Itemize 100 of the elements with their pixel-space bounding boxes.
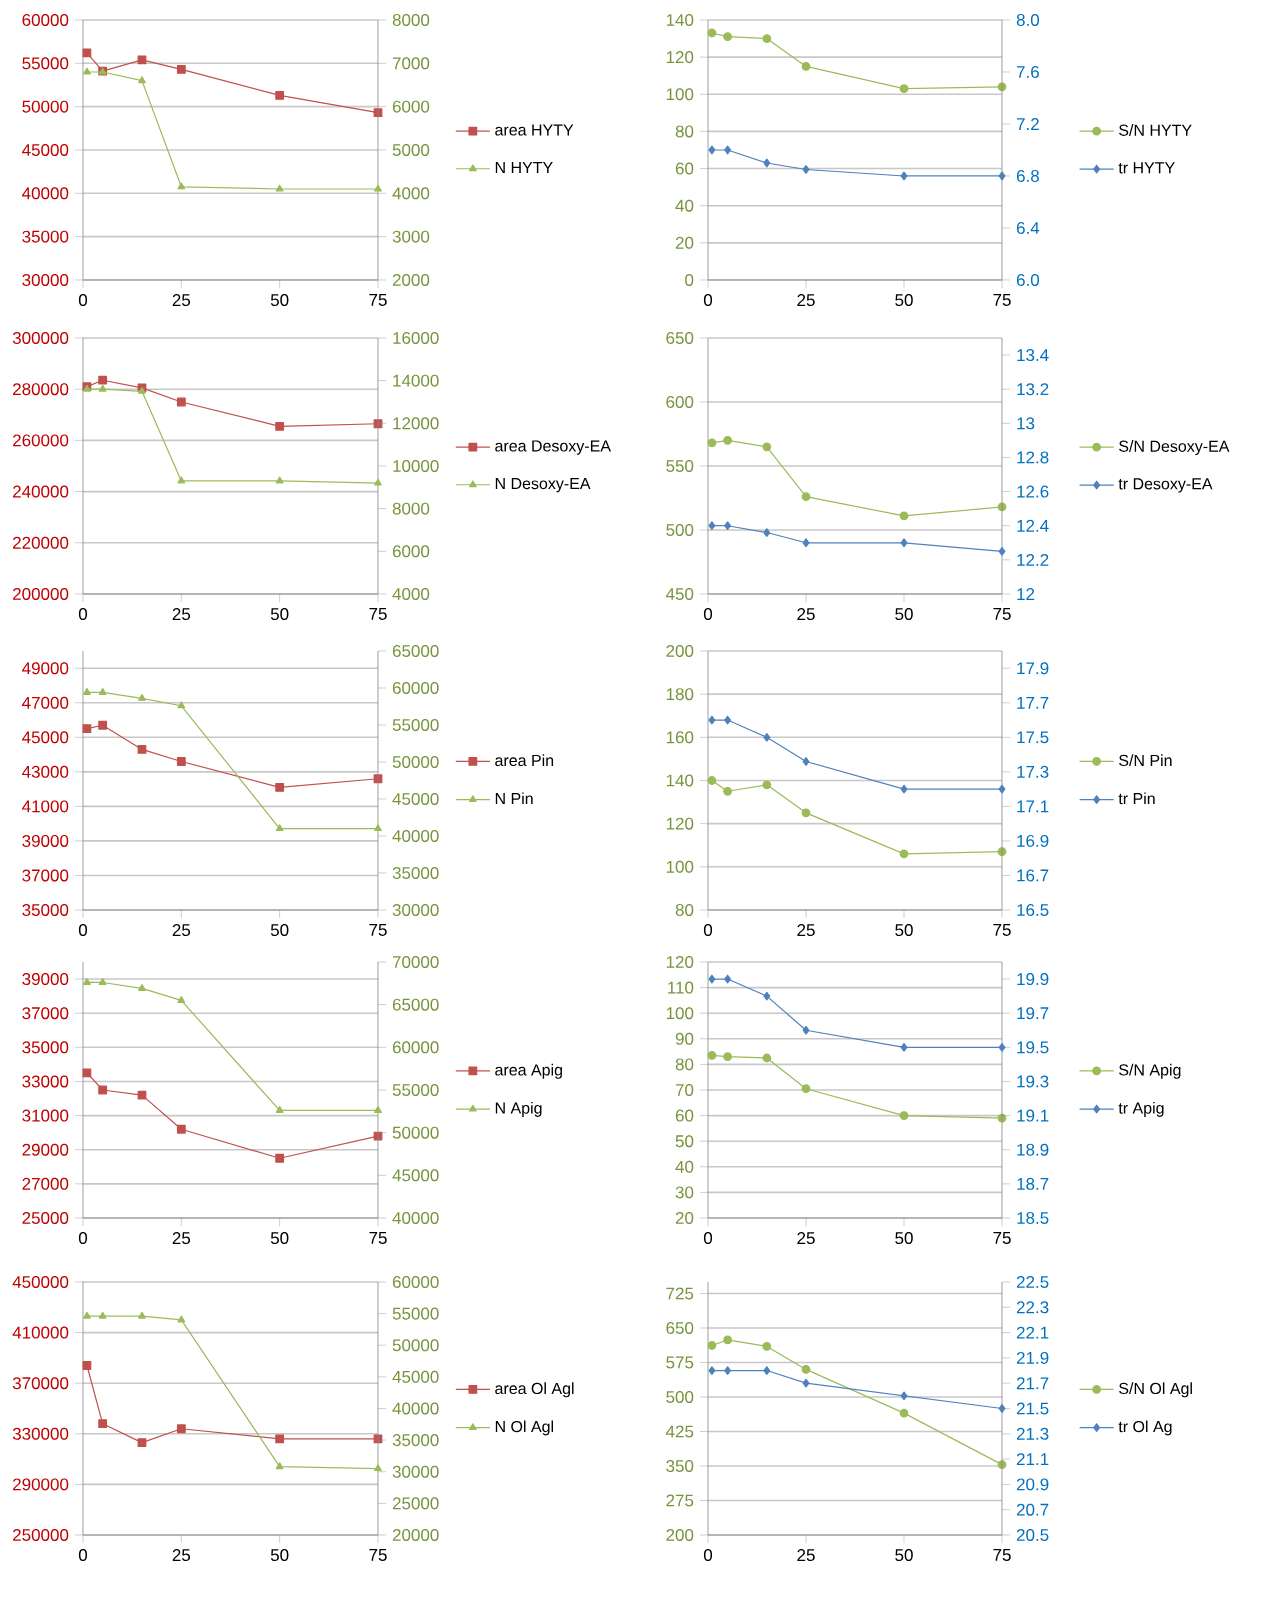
- y2-tick-label: 22.3: [1016, 1301, 1049, 1314]
- y-tick-label: 45000: [22, 731, 69, 744]
- y2-tick-label: 18.5: [1017, 1211, 1049, 1224]
- x-tick-label: 0: [78, 924, 88, 937]
- y2-tick-label: 12.4: [1017, 519, 1049, 532]
- y-tick-label: 80: [675, 903, 694, 916]
- y-tick-label: 300000: [12, 331, 69, 344]
- x-tick-label: 0: [703, 924, 713, 937]
- y-tick-label: 200000: [13, 587, 69, 600]
- y2-tick-label: 20000: [392, 1528, 439, 1541]
- y-tick-label: 60: [675, 162, 694, 175]
- y2-tick-label: 16.7: [1017, 869, 1049, 882]
- y2-tick-label: 8000: [392, 502, 430, 515]
- y-tick-label: 35000: [22, 1041, 69, 1054]
- y-tick-label: 60: [675, 1109, 694, 1122]
- y2-tick-label: 30000: [392, 903, 439, 916]
- y2-tick-label: 17.9: [1017, 662, 1049, 675]
- x-tick-label: 25: [797, 608, 815, 621]
- x-tick-label: 0: [703, 294, 713, 307]
- legend-label: tr Desoxy-EA: [1118, 478, 1213, 493]
- y-tick-label: 290000: [13, 1478, 69, 1491]
- y2-tick-label: 4000: [392, 187, 430, 200]
- y-tick-label: 39000: [22, 973, 69, 986]
- y-tick-label: 35000: [22, 903, 69, 916]
- y-tick-label: 40: [675, 199, 694, 212]
- y-tick-label: 120: [666, 817, 694, 830]
- y2-tick-label: 18.7: [1017, 1177, 1049, 1190]
- x-tick-label: 25: [797, 1549, 815, 1562]
- y2-tick-label: 35000: [392, 866, 439, 879]
- y-tick-label: 280000: [13, 383, 69, 396]
- x-tick-label: 75: [993, 294, 1011, 306]
- legend-label: S/N Apig: [1119, 1063, 1181, 1079]
- y-tick-label: 49000: [22, 662, 69, 675]
- y2-tick-label: 19.1: [1017, 1109, 1049, 1122]
- y-tick-label: 110: [668, 981, 694, 994]
- legend-label: N HYTY: [495, 161, 553, 173]
- legend-label: tr Ol Ag: [1118, 1420, 1172, 1436]
- y-tick-label: 41000: [22, 800, 69, 813]
- y2-tick-label: 25000: [392, 1497, 439, 1510]
- y2-tick-label: 45000: [392, 1370, 439, 1383]
- x-tick-label: 25: [172, 608, 191, 621]
- legend-label: N Apig: [495, 1101, 542, 1117]
- y-tick-label: 200: [666, 1528, 694, 1542]
- y-tick-label: 20: [675, 1211, 694, 1224]
- x-tick-label: 25: [172, 294, 191, 307]
- y2-tick-label: 40000: [392, 1211, 439, 1224]
- y2-tick-label: 60000: [392, 1041, 439, 1054]
- y-tick-label: 30: [675, 1186, 694, 1199]
- y2-tick-label: 21.1: [1016, 1453, 1049, 1466]
- y2-tick-label: 65000: [392, 998, 439, 1011]
- y-tick-label: 90: [675, 1032, 694, 1045]
- y-tick-label: 29000: [22, 1143, 69, 1156]
- x-tick-label: 0: [78, 1549, 88, 1562]
- x-tick-label: 0: [78, 608, 88, 621]
- y2-tick-label: 5000: [392, 143, 430, 156]
- x-tick-label: 25: [797, 924, 815, 937]
- y-tick-label: 39000: [22, 834, 69, 847]
- x-tick-label: 0: [78, 294, 88, 307]
- legend-label: N Pin: [495, 792, 533, 805]
- y-tick-label: 575: [666, 1356, 694, 1369]
- y2-tick-label: 6.0: [1016, 273, 1040, 286]
- y-tick-label: 650: [666, 331, 694, 344]
- y2-tick-label: 13.2: [1017, 383, 1049, 396]
- x-tick-label: 75: [993, 608, 1011, 620]
- x-tick-label: 50: [895, 1232, 913, 1245]
- legend-label: tr Pin: [1118, 792, 1155, 805]
- x-tick-label: 75: [993, 1232, 1011, 1244]
- y2-tick-label: 8000: [392, 13, 430, 26]
- y2-tick-label: 21.5: [1016, 1402, 1049, 1415]
- x-tick-label: 25: [797, 294, 815, 307]
- y2-tick-label: 20.5: [1016, 1528, 1049, 1541]
- x-tick-label: 75: [369, 1549, 387, 1561]
- y-tick-label: 37000: [22, 869, 69, 882]
- y2-tick-label: 50000: [392, 1339, 439, 1352]
- y2-tick-label: 17.7: [1017, 696, 1049, 709]
- x-tick-label: 75: [993, 1549, 1011, 1561]
- y-tick-label: 260000: [13, 434, 69, 447]
- y2-tick-label: 18.9: [1017, 1143, 1049, 1156]
- y2-tick-label: 21.7: [1016, 1377, 1049, 1390]
- legend-label: S/N Desoxy-EA: [1119, 440, 1230, 456]
- legend-label: area Apig: [495, 1063, 562, 1079]
- y-tick-label: 600: [666, 395, 694, 408]
- y-tick-label: 27000: [22, 1177, 69, 1190]
- y2-tick-label: 20.7: [1016, 1503, 1049, 1516]
- y2-tick-label: 21.3: [1016, 1427, 1049, 1440]
- x-tick-label: 0: [78, 1232, 88, 1245]
- x-tick-label: 25: [172, 1232, 191, 1245]
- legend-label: S/N Ol Agl: [1119, 1382, 1192, 1398]
- y-tick-label: 240000: [13, 485, 69, 498]
- y-tick-label: 410000: [12, 1326, 69, 1339]
- y2-tick-label: 45000: [392, 792, 439, 805]
- y-tick-label: 160: [666, 731, 694, 744]
- y-tick-label: 330000: [12, 1427, 69, 1440]
- y2-tick-label: 16.9: [1017, 834, 1049, 847]
- y2-tick-label: 17.3: [1017, 765, 1049, 778]
- y2-tick-label: 17.1: [1017, 800, 1049, 813]
- y2-tick-label: 40000: [392, 1402, 439, 1415]
- y-tick-label: 450: [665, 587, 694, 600]
- y2-tick-label: 12000: [393, 417, 439, 430]
- y-tick-label: 275: [666, 1494, 694, 1507]
